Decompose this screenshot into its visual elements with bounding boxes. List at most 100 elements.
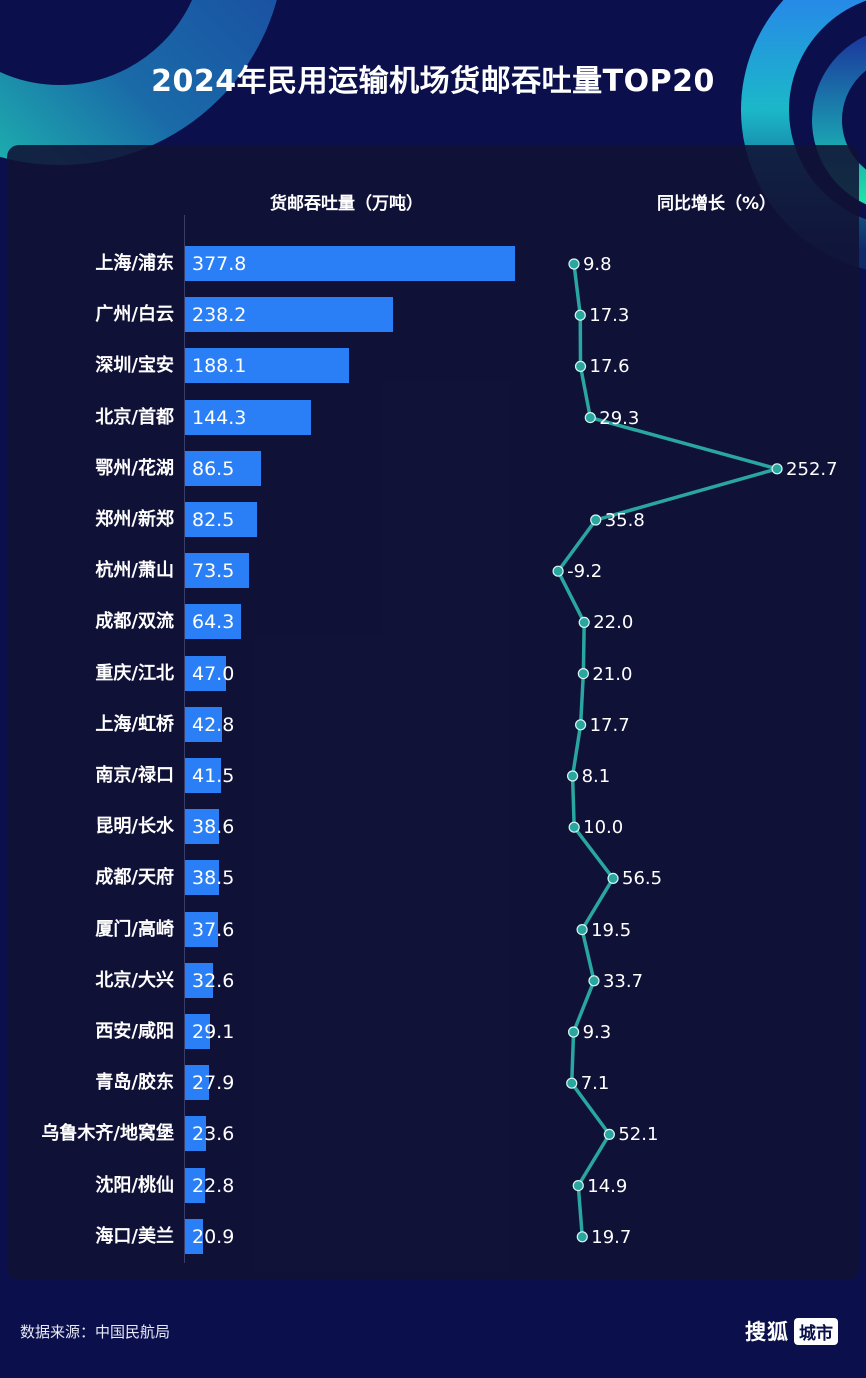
growth-value-label: 14.9 <box>587 1175 628 1197</box>
volume-bar <box>185 553 250 589</box>
volume-value-label: 29.1 <box>192 1021 235 1043</box>
growth-value-label: 7.1 <box>580 1073 610 1095</box>
brand-logo: 搜狐 城市 <box>745 1316 838 1346</box>
volume-value-label: 37.6 <box>192 918 235 941</box>
category-label: 西安/咸阳 <box>95 1021 174 1042</box>
brand-tag: 城市 <box>794 1317 838 1345</box>
growth-point-marker <box>771 463 783 475</box>
category-label: 青岛/胶东 <box>95 1072 174 1094</box>
category-label: 鄂州/花湖 <box>95 457 174 479</box>
volume-value-label: 188.1 <box>192 355 247 378</box>
volume-bar <box>185 604 242 640</box>
growth-point-marker <box>566 770 579 782</box>
growth-value-label: 22.0 <box>593 612 634 634</box>
category-label: 上海/浦东 <box>95 253 174 274</box>
growth-point-marker <box>574 309 586 321</box>
category-label: 成都/双流 <box>95 611 174 633</box>
category-label: 乌鲁木齐/地窝堡 <box>41 1123 174 1145</box>
growth-point-marker <box>578 616 590 629</box>
growth-point-marker <box>566 1077 578 1089</box>
growth-value-label: 252.7 <box>786 458 838 480</box>
growth-point-marker <box>574 719 587 731</box>
category-label: 沈阳/桃仙 <box>95 1174 174 1196</box>
growth-point-marker <box>588 975 600 987</box>
growth-point-marker <box>607 872 619 885</box>
growth-value-label: -9.2 <box>567 561 603 583</box>
volume-bar <box>185 1167 205 1203</box>
growth-point-marker <box>577 667 589 680</box>
chart-panel <box>7 145 859 1280</box>
category-label: 北京/大兴 <box>95 969 174 991</box>
volume-bar <box>185 911 218 947</box>
volume-value-label: 377.8 <box>192 253 247 275</box>
volume-bar <box>185 758 222 793</box>
growth-value-label: 33.7 <box>602 970 644 992</box>
volume-bar <box>185 399 312 435</box>
category-label: 上海/虹桥 <box>95 713 174 735</box>
brand-name: 搜狐 <box>745 1320 789 1344</box>
volume-bar <box>185 502 258 537</box>
volume-bar <box>185 348 350 384</box>
volume-value-label: 42.8 <box>192 713 235 736</box>
growth-value-label: 9.8 <box>582 254 612 275</box>
volume-value-label: 47.0 <box>192 662 235 685</box>
category-label: 深圳/宝安 <box>95 355 174 377</box>
volume-bar <box>185 809 219 845</box>
growth-point-marker <box>568 258 580 270</box>
volume-column-header: 货邮吞吐量（万吨） <box>270 194 423 214</box>
volume-value-label: 20.9 <box>192 1225 235 1248</box>
volume-value-label: 41.5 <box>192 765 235 787</box>
volume-value-label: 32.6 <box>192 969 235 992</box>
growth-value-label: 17.3 <box>589 305 630 327</box>
growth-point-marker <box>552 565 564 577</box>
volume-value-label: 82.5 <box>192 509 235 531</box>
volume-value-label: 23.6 <box>192 1123 235 1146</box>
volume-bar <box>185 1065 210 1101</box>
volume-value-label: 144.3 <box>192 406 247 429</box>
category-label: 成都/天府 <box>95 867 174 889</box>
category-axis-line <box>184 215 185 1263</box>
volume-value-label: 238.2 <box>192 304 247 327</box>
volume-value-label: 64.3 <box>192 611 235 634</box>
growth-value-label: 17.6 <box>589 356 630 378</box>
category-label: 重庆/江北 <box>95 662 174 684</box>
growth-value-label: 35.8 <box>604 510 645 531</box>
growth-value-label: 56.5 <box>622 868 663 890</box>
category-label: 广州/白云 <box>95 304 174 326</box>
growth-value-label: 8.1 <box>581 766 611 787</box>
data-source-note: 数据来源：中国民航局 <box>20 1323 171 1341</box>
volume-value-label: 22.8 <box>192 1174 235 1197</box>
growth-point-marker <box>568 821 580 833</box>
volume-bar <box>185 450 261 486</box>
volume-bar <box>185 860 219 896</box>
volume-bar <box>185 655 227 691</box>
volume-bar <box>185 962 214 998</box>
volume-value-label: 86.5 <box>192 457 235 480</box>
volume-bar <box>185 706 223 742</box>
category-label: 北京/首都 <box>95 406 174 428</box>
growth-value-label: 10.0 <box>583 817 624 839</box>
category-label: 海口/美兰 <box>95 1225 174 1247</box>
growth-value-label: 52.1 <box>618 1124 659 1146</box>
volume-bar <box>185 297 394 333</box>
category-label: 昆明/长水 <box>95 816 174 838</box>
growth-point-marker <box>576 923 588 936</box>
growth-point-marker <box>574 360 587 372</box>
growth-line <box>556 263 779 1237</box>
volume-bar <box>185 1014 211 1049</box>
volume-bar <box>185 246 515 281</box>
growth-value-label: 19.7 <box>591 1226 632 1248</box>
volume-value-label: 73.5 <box>192 560 235 583</box>
growth-point-marker <box>576 1231 588 1243</box>
growth-point-marker <box>584 412 596 424</box>
growth-column-header: 同比增长（%） <box>657 194 777 214</box>
growth-point-marker <box>567 1026 580 1038</box>
growth-value-label: 9.3 <box>582 1022 612 1043</box>
growth-value-label: 29.3 <box>599 407 640 429</box>
volume-bar <box>185 1116 206 1152</box>
category-label: 杭州/萧山 <box>95 560 174 582</box>
volume-value-label: 27.9 <box>192 1072 235 1095</box>
growth-point-marker <box>572 1179 584 1192</box>
category-label: 南京/禄口 <box>95 765 174 786</box>
